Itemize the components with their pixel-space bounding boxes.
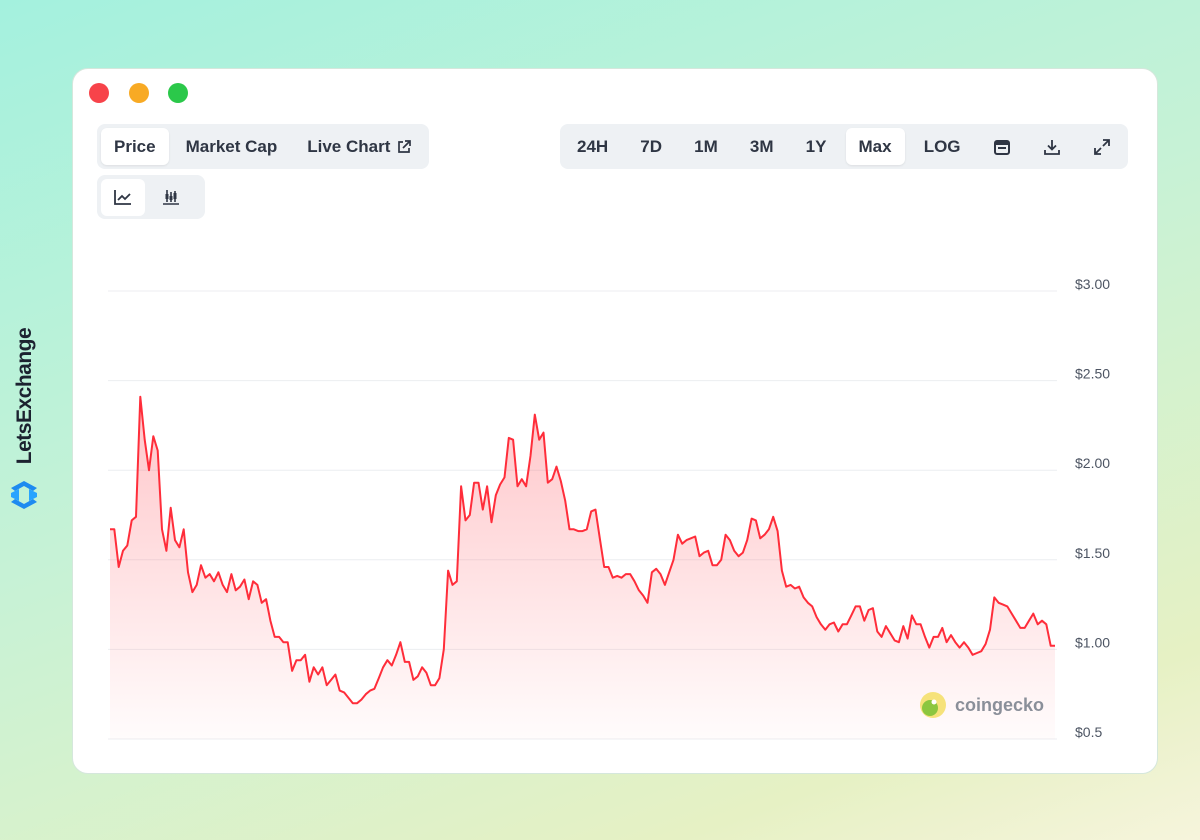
range-button[interactable]: LOG xyxy=(923,137,961,156)
watermark-text: coingecko xyxy=(955,695,1044,715)
range-group: 24H 7D 1M 3M 1Y Max LOG xyxy=(560,124,1128,169)
brand-logo xyxy=(11,481,37,509)
download-button[interactable] xyxy=(1030,128,1074,165)
tab-label: Price xyxy=(114,137,156,156)
y-tick-label: $2.00 xyxy=(1075,455,1110,471)
tab-label: Live Chart xyxy=(307,137,391,156)
candle-icon xyxy=(163,190,179,205)
calendar-button[interactable] xyxy=(980,128,1024,165)
minimize-dot[interactable] xyxy=(129,83,149,103)
price-area xyxy=(110,396,1055,739)
range-button[interactable]: 24H xyxy=(577,137,609,156)
tab-button[interactable]: Market Cap xyxy=(173,128,291,165)
fullscreen-icon xyxy=(1093,138,1110,155)
chart-style-group xyxy=(97,175,205,219)
tab-button[interactable]: Price xyxy=(101,128,169,165)
tab-button[interactable]: Live Chart xyxy=(294,128,425,165)
price-line xyxy=(110,395,1055,705)
external-link-icon xyxy=(398,139,412,153)
line-style-button[interactable] xyxy=(101,178,145,216)
calendar-icon xyxy=(993,139,1010,155)
y-tick-label: $0.5 xyxy=(1075,724,1102,740)
close-dot[interactable] xyxy=(89,83,109,103)
y-tick-label: $1.50 xyxy=(1075,545,1110,561)
fullscreen-button[interactable] xyxy=(1080,128,1124,165)
y-tick-label: $3.00 xyxy=(1075,276,1110,292)
range-button[interactable]: 7D xyxy=(640,137,663,156)
candle-style-button[interactable] xyxy=(149,179,193,216)
y-tick-label: $1.00 xyxy=(1075,634,1110,650)
range-button[interactable]: 1Y xyxy=(805,137,827,156)
maximize-dot[interactable] xyxy=(168,83,188,103)
line-icon xyxy=(114,190,131,205)
range-button[interactable]: Max xyxy=(845,128,905,165)
download-icon xyxy=(1043,139,1060,155)
tab-label: Market Cap xyxy=(185,137,278,156)
watermark: coingecko xyxy=(920,692,1044,718)
range-button[interactable]: 3M xyxy=(749,137,774,156)
range-button[interactable]: 1M xyxy=(694,137,718,156)
tab-group: Price Market Cap Live Chart xyxy=(97,124,430,169)
y-tick-label: $2.50 xyxy=(1075,366,1110,382)
